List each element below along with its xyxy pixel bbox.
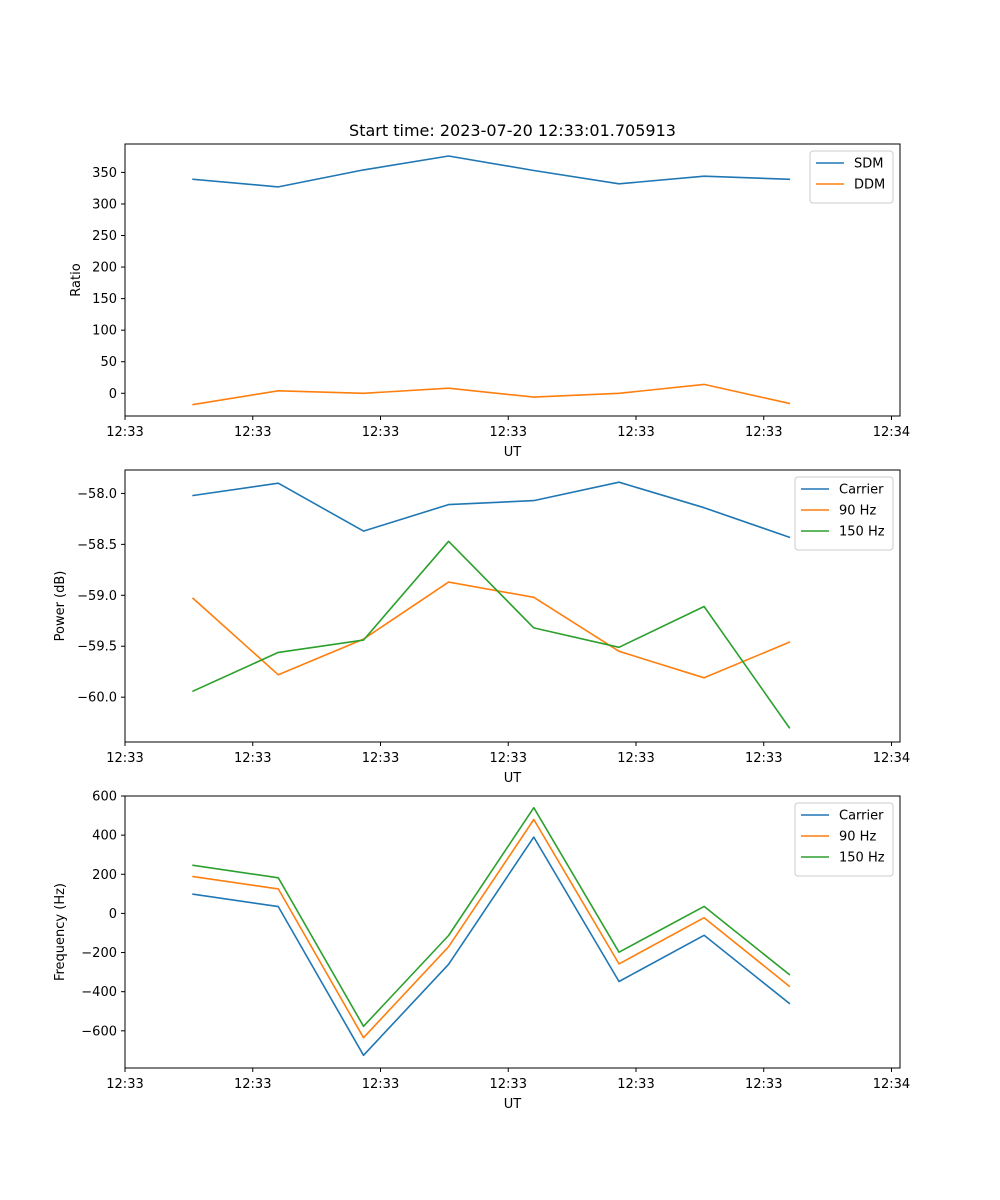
- y-tick-label: 0: [109, 387, 117, 402]
- y-tick-label: −400: [81, 985, 117, 1000]
- axes-frame: [124, 469, 901, 743]
- y-tick-label: −58.0: [77, 487, 117, 502]
- series-line-carrier: [192, 836, 791, 1057]
- legend-label: 150 Hz: [839, 851, 885, 866]
- y-tick-label: 100: [92, 324, 117, 339]
- x-tick-label: 12:33: [745, 751, 782, 766]
- x-tick-label: 12:33: [617, 425, 654, 440]
- series-line-90-hz: [191, 581, 791, 679]
- series-line-150-hz: [192, 806, 791, 1028]
- x-tick-label: 12:33: [234, 425, 271, 440]
- x-axis-label: UT: [504, 771, 522, 786]
- x-tick-label: 12:33: [490, 425, 527, 440]
- y-tick-label: 50: [100, 355, 117, 370]
- x-axis-label: UT: [504, 445, 522, 460]
- series-group: [191, 481, 791, 729]
- y-tick-label: 400: [92, 829, 117, 844]
- x-tick-label: 12:33: [490, 1077, 527, 1092]
- x-tick-label: 12:33: [362, 751, 399, 766]
- x-tick-label: 12:33: [617, 751, 654, 766]
- y-tick-label: −60.0: [77, 691, 117, 706]
- x-tick-label: 12:33: [106, 1077, 143, 1092]
- legend-label: Carrier: [839, 483, 884, 498]
- y-tick-label: −600: [81, 1024, 117, 1039]
- y-tick-label: −200: [81, 946, 117, 961]
- series-line-ddm: [192, 383, 791, 406]
- axes-frame: [124, 143, 901, 417]
- legend: Carrier 90 Hz 150 Hz: [794, 802, 894, 877]
- x-tick-label: 12:33: [234, 751, 271, 766]
- x-tick-label: 12:34: [873, 751, 910, 766]
- legend-box: [809, 150, 894, 204]
- legend-label: 90 Hz: [839, 830, 876, 845]
- x-tick-label: 12:33: [617, 1077, 654, 1092]
- y-tick-label: 600: [92, 790, 117, 805]
- legend-label: DDM: [854, 178, 885, 193]
- legend-label: 150 Hz: [839, 525, 885, 540]
- series-group: [192, 155, 791, 406]
- chart-2: 12:33 12:33 12:33 12:33 12:33 12:33 12:34 −60.0…: [53, 469, 910, 786]
- series-group: [192, 806, 791, 1057]
- legend-label: 90 Hz: [839, 504, 876, 519]
- x-tick-label: 12:34: [873, 1077, 910, 1092]
- x-tick-label: 12:33: [745, 1077, 782, 1092]
- y-tick-label: −59.0: [77, 589, 117, 604]
- series-line-90-hz: [192, 818, 791, 1039]
- legend-label: Carrier: [839, 809, 884, 824]
- series-line-150-hz: [192, 540, 791, 729]
- series-line-carrier: [192, 481, 791, 539]
- legend-label: SDM: [854, 157, 883, 172]
- y-tick-label: 300: [92, 197, 117, 212]
- y-tick-label: 200: [92, 261, 117, 276]
- x-tick-label: 12:34: [873, 425, 910, 440]
- x-tick-label: 12:33: [362, 425, 399, 440]
- y-axis-label: Power (dB): [53, 571, 68, 642]
- legend: Carrier 90 Hz 150 Hz: [794, 476, 894, 551]
- chart-title: Start time: 2023-07-20 12:33:01.705913: [349, 121, 676, 140]
- axes-frame: [124, 795, 901, 1069]
- series-line-sdm: [192, 155, 791, 188]
- chart-1: 12:33 12:33 12:33 12:33 12:33 12:33 12:34 0 50 10…: [69, 121, 910, 460]
- y-axis-label: Frequency (Hz): [53, 883, 68, 981]
- x-tick-label: 12:33: [234, 1077, 271, 1092]
- legend: SDM DDM: [809, 150, 894, 204]
- x-tick-label: 12:33: [745, 425, 782, 440]
- y-tick-label: 200: [92, 868, 117, 883]
- y-axis-label: Ratio: [69, 263, 84, 296]
- y-tick-label: 150: [92, 292, 117, 307]
- y-tick-label: 250: [92, 229, 117, 244]
- y-tick-label: −59.5: [77, 640, 117, 655]
- y-tick-label: 0: [109, 907, 117, 922]
- x-axis-label: UT: [504, 1097, 522, 1112]
- chart-3: 12:33 12:33 12:33 12:33 12:33 12:33 12:34 −600 −…: [53, 790, 910, 1113]
- x-tick-label: 12:33: [106, 425, 143, 440]
- x-tick-label: 12:33: [106, 751, 143, 766]
- y-tick-label: 350: [92, 166, 117, 181]
- x-tick-label: 12:33: [362, 1077, 399, 1092]
- x-tick-label: 12:33: [490, 751, 527, 766]
- y-tick-label: −58.5: [77, 538, 117, 553]
